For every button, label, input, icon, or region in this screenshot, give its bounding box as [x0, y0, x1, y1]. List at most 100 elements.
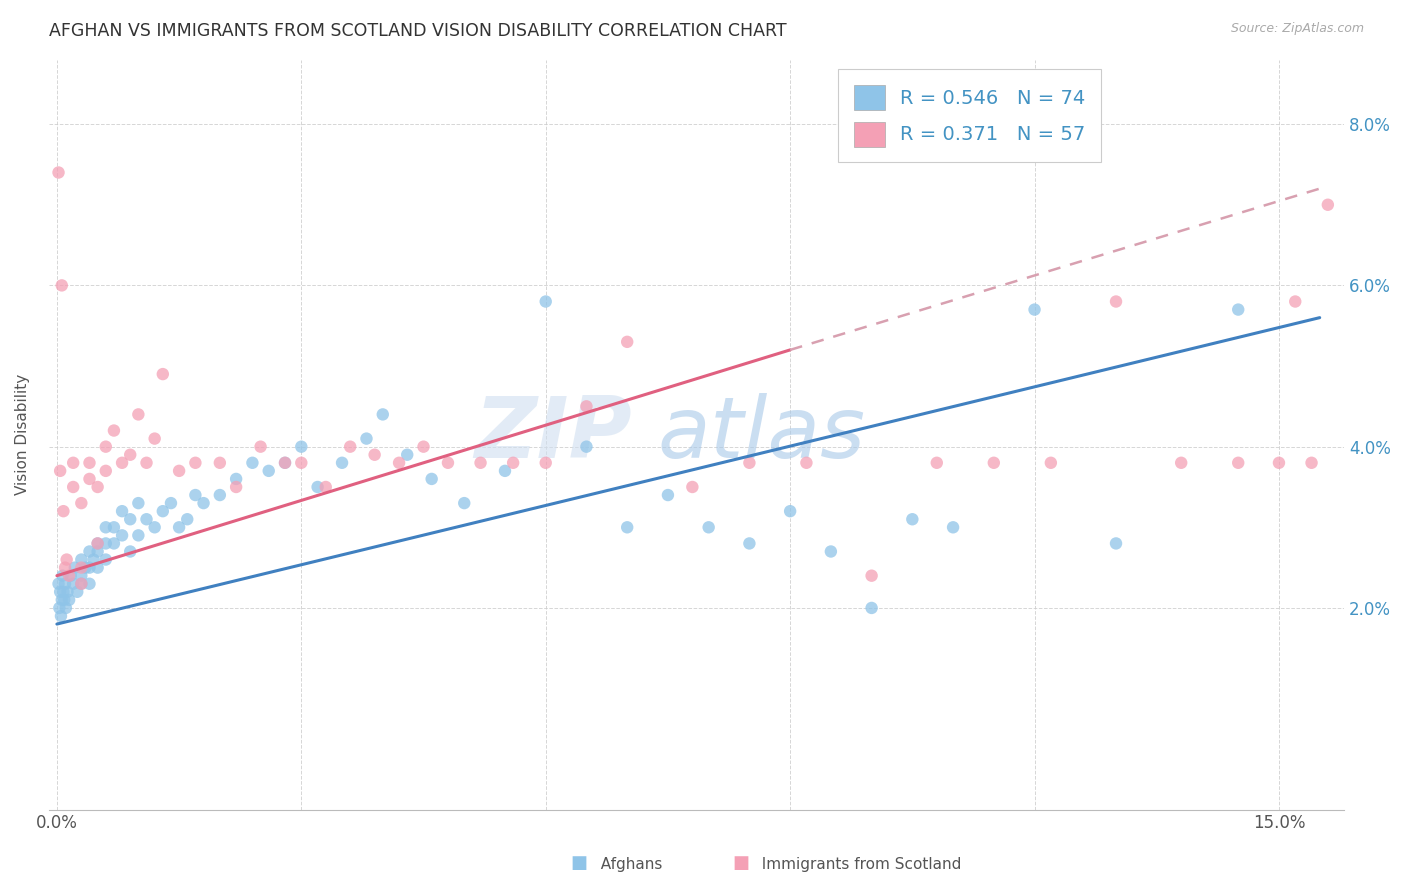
Point [63, 560, 86, 574]
Point [59, 568, 82, 582]
Point [1105, 536, 1128, 550]
Point [1024, 302, 1046, 317]
Point [94, 440, 117, 454]
Point [290, 440, 312, 454]
Point [820, 544, 842, 558]
Point [339, 440, 361, 454]
Point [103, 424, 125, 438]
Point [79, 576, 101, 591]
Point [356, 432, 378, 446]
Point [75, 560, 97, 574]
Point [208, 488, 231, 502]
Point [307, 480, 329, 494]
Point [103, 536, 125, 550]
Point [79, 544, 101, 558]
Point [86, 480, 108, 494]
Point [70, 576, 93, 591]
Point [127, 496, 149, 510]
Point [225, 480, 247, 494]
Point [48, 576, 70, 591]
Point [120, 512, 142, 526]
Point [681, 480, 703, 494]
Text: atlas: atlas [658, 393, 866, 476]
Point [657, 488, 679, 502]
Point [94, 464, 117, 478]
Point [983, 456, 1005, 470]
Point [616, 334, 638, 349]
Point [494, 464, 516, 478]
Point [860, 601, 883, 615]
Point [388, 456, 411, 470]
Point [70, 496, 93, 510]
Point [152, 367, 174, 381]
Point [53, 560, 76, 574]
Point [453, 496, 475, 510]
Point [62, 456, 84, 470]
Point [860, 568, 883, 582]
Text: Immigrants from Scotland: Immigrants from Scotland [752, 857, 962, 872]
Point [1316, 198, 1339, 212]
Point [120, 448, 142, 462]
Point [143, 520, 166, 534]
Point [79, 472, 101, 486]
Point [58, 568, 80, 582]
Point [53, 593, 76, 607]
Point [52, 584, 75, 599]
Point [120, 544, 142, 558]
Point [534, 456, 557, 470]
Point [363, 448, 385, 462]
Point [274, 456, 297, 470]
Point [942, 520, 965, 534]
Point [796, 456, 818, 470]
Point [56, 584, 79, 599]
Point [49, 584, 72, 599]
Point [184, 456, 207, 470]
Point [49, 609, 72, 624]
Point [79, 560, 101, 574]
Point [135, 456, 157, 470]
Point [94, 552, 117, 566]
Point [83, 552, 105, 566]
Text: ZIP: ZIP [474, 393, 631, 476]
Point [779, 504, 801, 518]
Point [167, 520, 190, 534]
Point [1227, 456, 1250, 470]
Point [208, 456, 231, 470]
Point [1268, 456, 1291, 470]
Point [86, 544, 108, 558]
Point [502, 456, 524, 470]
Point [55, 552, 77, 566]
Point [575, 440, 598, 454]
Point [58, 593, 80, 607]
Point [160, 496, 183, 510]
Text: AFGHAN VS IMMIGRANTS FROM SCOTLAND VISION DISABILITY CORRELATION CHART: AFGHAN VS IMMIGRANTS FROM SCOTLAND VISIO… [49, 22, 787, 40]
Point [111, 456, 134, 470]
Point [52, 504, 75, 518]
Point [48, 601, 70, 615]
Point [274, 456, 297, 470]
Point [111, 504, 134, 518]
Point [1039, 456, 1062, 470]
Point [111, 528, 134, 542]
Point [94, 536, 117, 550]
Point [70, 568, 93, 582]
Point [66, 584, 89, 599]
Point [242, 456, 264, 470]
Point [437, 456, 460, 470]
Point [70, 576, 93, 591]
Point [257, 464, 280, 478]
Point [86, 536, 108, 550]
Point [925, 456, 948, 470]
Point [135, 512, 157, 526]
Point [1170, 456, 1192, 470]
Point [127, 408, 149, 422]
Point [1284, 294, 1306, 309]
Point [167, 464, 190, 478]
Point [86, 560, 108, 574]
Point [79, 456, 101, 470]
Point [49, 464, 72, 478]
Point [52, 568, 75, 582]
Point [70, 552, 93, 566]
Point [371, 408, 394, 422]
Text: Source: ZipAtlas.com: Source: ZipAtlas.com [1230, 22, 1364, 36]
